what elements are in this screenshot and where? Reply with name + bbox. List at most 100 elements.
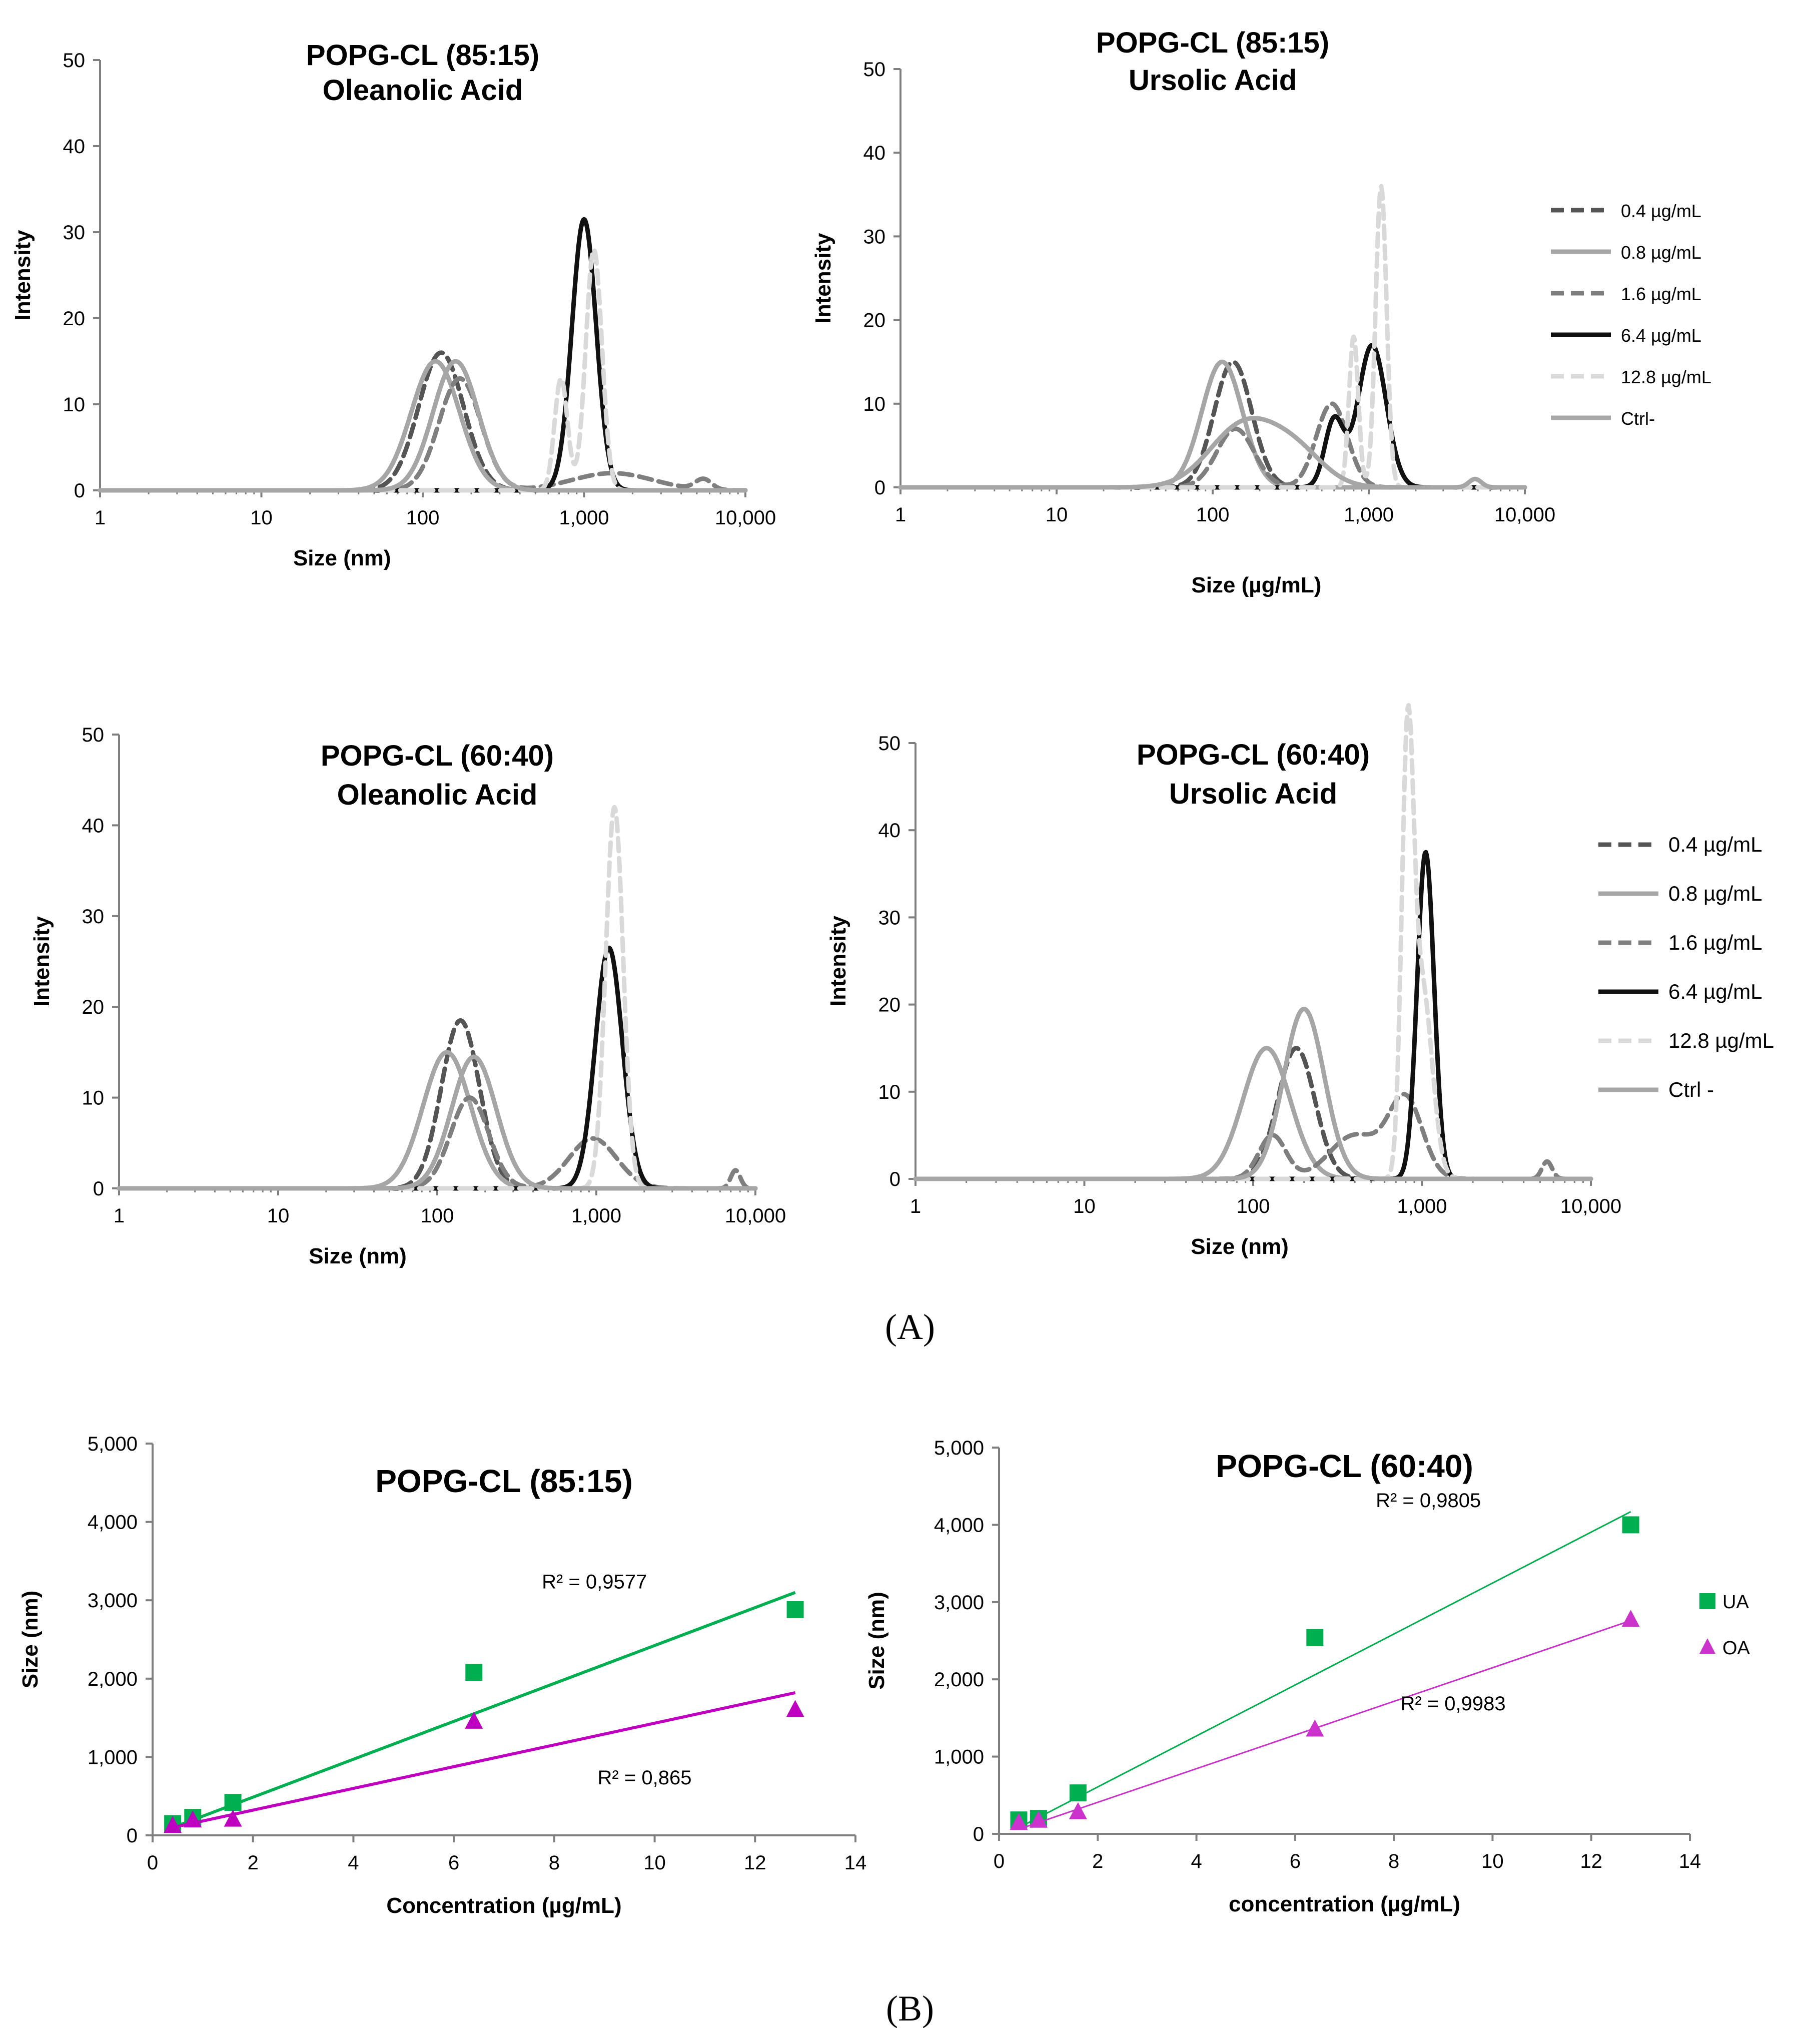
y-tick-label: 5,000 [934, 1437, 984, 1459]
x-tick-label: 10,000 [715, 507, 776, 529]
data-point-square [465, 1664, 483, 1681]
y-tick-label: 50 [863, 59, 886, 81]
data-point-triangle [1306, 1719, 1324, 1737]
x-tick-label: 10,000 [1560, 1195, 1621, 1217]
data-point-triangle [184, 1810, 202, 1828]
y-tick-label: 0 [874, 477, 885, 499]
series-line [913, 703, 1593, 1181]
x-axis-label: Size (nm) [293, 546, 391, 570]
chart-title: POPG-CL (60:40) [1137, 739, 1370, 771]
chart-a1: POPG-CL (85:15)Oleanolic Acid 0 10 20 30 40 50… [11, 39, 776, 570]
y-tick-label: 4,000 [88, 1512, 138, 1534]
legend-label: 12.8 µg/mL [1668, 1029, 1774, 1052]
legend-label: OA [1722, 1638, 1750, 1659]
y-tick-label: 1,000 [934, 1746, 984, 1768]
legend-label: Ctrl - [1668, 1078, 1714, 1101]
legend-label: 0.4 µg/mL [1621, 201, 1701, 221]
data-point-square [1069, 1784, 1087, 1802]
x-tick-label: 10 [250, 507, 273, 529]
y-tick-label: 4,000 [934, 1514, 984, 1536]
y-tick-label: 40 [863, 142, 886, 164]
chart-b1: POPG-CL (85:15) 0 1,000 2,000 3,000 4,000 5,00… [18, 1433, 866, 1918]
y-tick-label: 50 [82, 724, 105, 746]
x-tick-label: 14 [1679, 1850, 1701, 1872]
y-axis-label: Intensity [811, 233, 835, 323]
y-tick-label: 10 [863, 393, 886, 415]
chart-title: POPG-CL (60:40) [321, 740, 554, 772]
x-tick-label: 10 [643, 1852, 666, 1874]
data-point-triangle [224, 1809, 242, 1827]
x-tick-label: 100 [1196, 504, 1230, 526]
y-tick-label: 30 [82, 906, 105, 928]
x-tick-label: 12 [1580, 1850, 1602, 1872]
series-line [98, 359, 748, 493]
y-tick-label: 0 [889, 1168, 900, 1190]
x-axis-label: Concentration (µg/mL) [386, 1893, 621, 1918]
legend-label: 12.8 µg/mL [1621, 367, 1711, 387]
panel-label-b: (B) [886, 1988, 934, 2028]
x-tick-label: 1,000 [571, 1205, 621, 1227]
chart-title: POPG-CL (60:40) [1216, 1448, 1473, 1484]
x-tick-label: 1,000 [559, 507, 609, 529]
series-line [98, 247, 748, 493]
series-line [913, 1006, 1593, 1181]
y-tick-label: 0 [74, 480, 85, 502]
data-point-square [224, 1794, 242, 1811]
data-point-triangle [1621, 1610, 1640, 1627]
y-tick-label: 10 [878, 1081, 901, 1103]
legend-label: 6.4 µg/mL [1668, 980, 1762, 1003]
x-axis-label: concentration (µg/mL) [1229, 1892, 1460, 1916]
y-tick-label: 2,000 [934, 1669, 984, 1691]
chart-title: Ursolic Acid [1169, 778, 1337, 810]
x-tick-label: 0 [147, 1852, 158, 1874]
chart-title: Ursolic Acid [1129, 64, 1297, 97]
panel-label-a: (A) [885, 1307, 935, 1347]
x-tick-label: 10,000 [725, 1205, 786, 1227]
series-line [913, 1092, 1593, 1181]
x-tick-label: 100 [421, 1205, 454, 1227]
chart-title: POPG-CL (85:15) [375, 1463, 633, 1499]
data-point-triangle [1029, 1810, 1048, 1828]
x-tick-label: 10 [1073, 1195, 1096, 1217]
data-point-triangle [786, 1700, 804, 1717]
chart-title: POPG-CL (85:15) [306, 39, 539, 72]
x-tick-label: 2 [248, 1852, 259, 1874]
chart-title: Oleanolic Acid [337, 779, 538, 811]
x-tick-label: 10 [267, 1205, 290, 1227]
legend-marker-square [1699, 1593, 1715, 1609]
y-tick-label: 40 [82, 815, 105, 837]
x-tick-label: 0 [994, 1850, 1005, 1872]
legend: 0.4 µg/mL 0.8 µg/mL 1.6 µg/mL 6.4 µg/mL 12.8… [1551, 201, 1711, 429]
data-point-square [1622, 1516, 1639, 1534]
trendline [1018, 1511, 1631, 1828]
series-line [898, 416, 1527, 490]
series-line [117, 805, 758, 1191]
y-tick-label: 40 [878, 820, 901, 842]
chart-b2: POPG-CL (60:40) 0 1,000 2,000 3,000 4,000 5,00… [864, 1437, 1750, 1916]
y-tick-label: 50 [63, 50, 86, 72]
legend-label: 0.8 µg/mL [1621, 242, 1701, 263]
y-tick-label: 10 [63, 394, 86, 416]
legend-label: Ctrl- [1621, 408, 1655, 429]
chart-title: POPG-CL (85:15) [1096, 27, 1329, 59]
legend-label: UA [1722, 1592, 1749, 1613]
legend-label: 6.4 µg/mL [1621, 325, 1701, 346]
y-tick-label: 5,000 [88, 1433, 138, 1455]
x-tick-label: 1 [95, 507, 106, 529]
y-tick-label: 3,000 [88, 1590, 138, 1612]
series-line [117, 1054, 758, 1191]
r-squared-label: R² = 0,865 [598, 1767, 692, 1789]
x-tick-label: 6 [1290, 1850, 1301, 1872]
data-point-square [786, 1601, 804, 1618]
y-tick-label: 0 [93, 1178, 104, 1200]
legend: 0.4 µg/mL 0.8 µg/mL 1.6 µg/mL 6.4 µg/mL 12.8… [1598, 833, 1774, 1101]
trendline [172, 1691, 796, 1829]
x-axis-label: Size (nm) [309, 1244, 407, 1268]
series-line [913, 850, 1593, 1181]
x-axis-label: Size (nm) [1191, 1234, 1289, 1259]
y-tick-label: 2,000 [88, 1668, 138, 1690]
legend-label: 1.6 µg/mL [1668, 931, 1762, 954]
legend-label: 1.6 µg/mL [1621, 284, 1701, 304]
r-squared-label: R² = 0,9983 [1400, 1693, 1505, 1715]
